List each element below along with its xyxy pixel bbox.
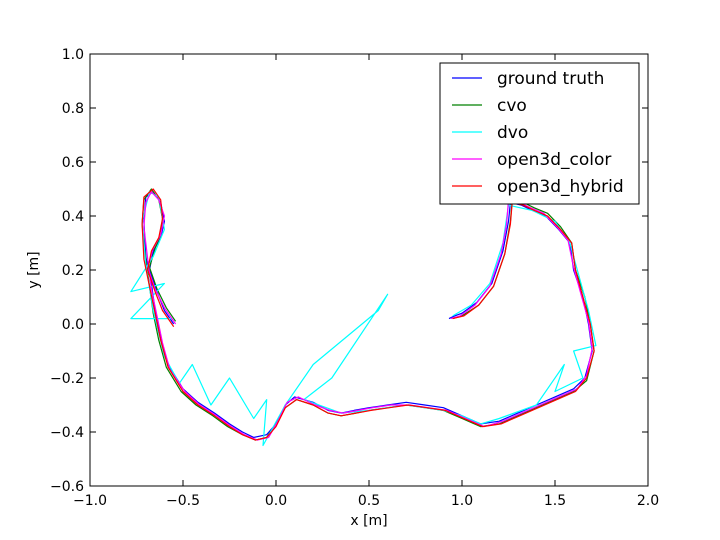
legend-frame: [439, 62, 640, 205]
axis-layer: −1.0 −0.5 0.0 0.5 1.0 1.5 2.0 −0.6 −0.4 −0.2 0.0 0.…: [50, 47, 659, 509]
x-tick-label: 0.0: [265, 493, 287, 509]
series-line-dvo: [130, 191, 597, 447]
x-tick-label: −0.5: [166, 493, 200, 509]
legend-label-open3d-hybrid: open3d_hybrid: [497, 177, 624, 197]
y-axis-label: y [m]: [26, 251, 42, 288]
legend: ground truth cvo dvo open3d_color open3d_hyb…: [439, 62, 640, 205]
series-line-open3d-color: [143, 191, 593, 441]
series-layer: [130, 188, 597, 447]
y-tick-label: −0.4: [50, 425, 84, 441]
y-tick-label: 0.4: [62, 209, 84, 225]
y-tick-label: 1.0: [62, 47, 84, 63]
y-tick-label: −0.6: [50, 479, 84, 495]
y-tick-label: 0.2: [62, 263, 84, 279]
legend-label-cvo: cvo: [497, 96, 527, 116]
x-tick-label: −1.0: [73, 493, 107, 509]
legend-label-dvo: dvo: [497, 123, 528, 143]
x-tick-label: 1.5: [544, 493, 566, 509]
x-tick-label: 2.0: [637, 493, 659, 509]
y-tick-label: −0.2: [50, 371, 84, 387]
y-tick-label: 0.6: [62, 155, 84, 171]
x-tick-label: 0.5: [358, 493, 380, 509]
series-line-open3d-hybrid: [141, 188, 595, 441]
legend-label-ground-truth: ground truth: [497, 69, 604, 89]
y-tick-label: 0.8: [62, 101, 84, 117]
x-axis-label: x [m]: [350, 513, 387, 529]
y-tick-label: 0.0: [62, 317, 84, 333]
x-tick-label: 1.0: [451, 493, 473, 509]
legend-label-open3d-color: open3d_color: [497, 150, 611, 170]
